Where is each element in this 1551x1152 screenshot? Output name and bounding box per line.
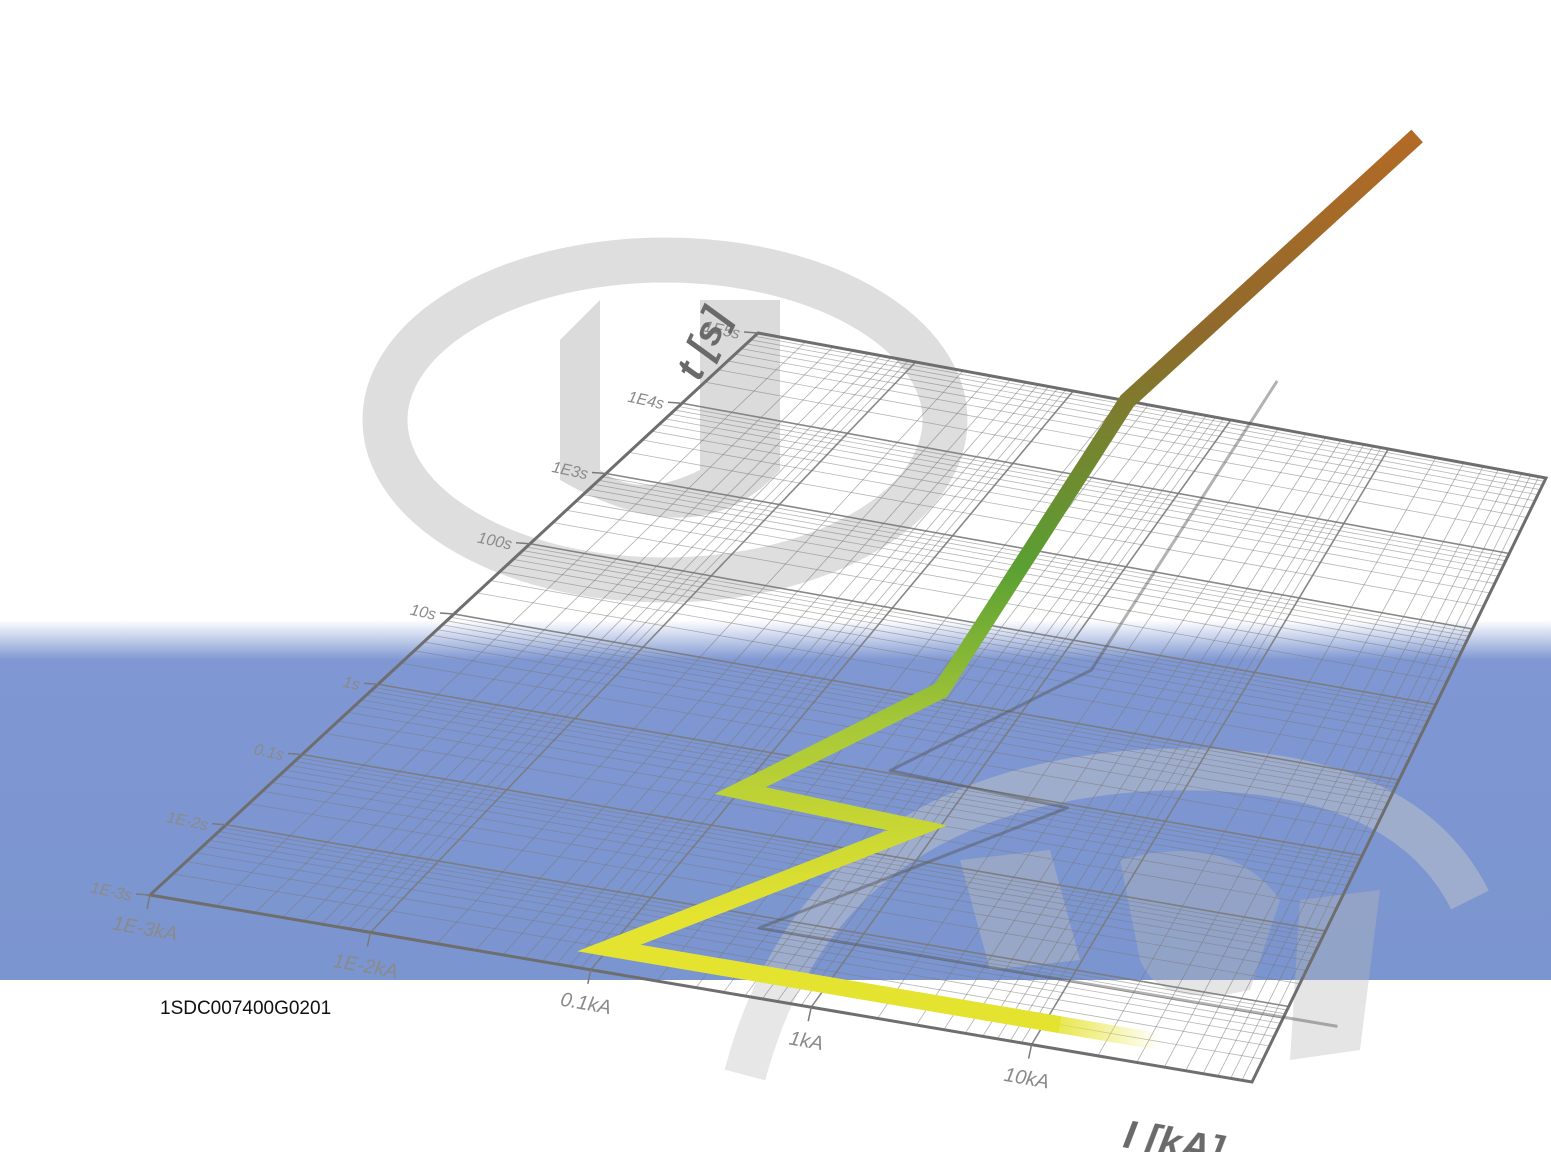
grid-line-horizontal xyxy=(727,360,1532,509)
grid-line-horizontal xyxy=(750,339,1543,486)
x-tick-label: 1E-2kA xyxy=(331,950,399,983)
grid-line-horizontal xyxy=(674,409,1506,562)
grid-line-horizontal xyxy=(347,711,1348,886)
grid-line-horizontal xyxy=(294,760,1323,939)
series-line-fade xyxy=(1058,1016,1189,1055)
x-tick-label: 1E-3kA xyxy=(111,913,179,946)
x-axis-label: I [kA] xyxy=(1120,1113,1228,1152)
x-tick-mark xyxy=(366,932,372,947)
x-tick-label: 0.1kA xyxy=(559,989,613,1020)
chart-frame xyxy=(146,331,1549,1084)
grid-line-horizontal xyxy=(431,634,1389,804)
grid-line-horizontal xyxy=(285,769,1318,949)
x-tick-mark xyxy=(587,969,592,984)
grid-line-horizontal xyxy=(704,381,1521,532)
grid-line-horizontal xyxy=(301,753,1326,932)
y-tick-mark xyxy=(743,331,759,334)
grid-line-horizontal xyxy=(741,348,1538,496)
grid-line-horizontal xyxy=(754,335,1545,482)
grid-line-horizontal xyxy=(324,732,1337,909)
grid-line-horizontal xyxy=(377,683,1363,857)
y-tick-label: 1E4s xyxy=(626,389,665,413)
grid-line-horizontal xyxy=(298,757,1324,935)
grid-line-horizontal xyxy=(361,699,1355,873)
y-tick-mark xyxy=(515,542,531,545)
grid-line-horizontal xyxy=(214,835,1284,1019)
y-tick-mark xyxy=(135,893,151,896)
y-tick-label: 0.1s xyxy=(252,741,285,764)
x-tick-mark xyxy=(807,1007,812,1022)
grid-line-horizontal xyxy=(248,803,1300,985)
y-tick-mark xyxy=(287,752,303,756)
grid-line-horizontal xyxy=(400,662,1374,834)
grid-line-horizontal xyxy=(195,852,1275,1037)
grid-line-horizontal xyxy=(735,353,1536,502)
grid-line-horizontal xyxy=(423,641,1385,811)
grid-line-horizontal xyxy=(225,823,1289,1008)
grid-line-horizontal xyxy=(370,690,1359,864)
grid-line-horizontal xyxy=(279,775,1315,955)
y-tick-label: 1E-2s xyxy=(165,809,209,834)
y-tick-label: 1s xyxy=(341,674,361,694)
grid-line-horizontal xyxy=(670,413,1504,566)
y-tick-label: 1E-3s xyxy=(89,879,133,904)
series-curve xyxy=(577,129,1423,1055)
grid-line-horizontal xyxy=(659,424,1499,577)
series-line xyxy=(577,129,1423,1034)
grid-line-horizontal xyxy=(642,439,1491,594)
grid-line-horizontal xyxy=(718,369,1527,518)
grid-line-horizontal xyxy=(665,418,1502,571)
grid-line-horizontal xyxy=(414,650,1380,820)
grid-line-horizontal xyxy=(366,694,1357,868)
grid-line-horizontal xyxy=(290,764,1320,944)
y-tick-mark xyxy=(211,823,227,826)
grid-line-horizontal xyxy=(203,845,1278,1030)
grid-line-horizontal xyxy=(681,402,1510,555)
y-tick-mark xyxy=(667,401,683,404)
curve-shadow-line xyxy=(757,380,1338,1028)
grid-line-horizontal xyxy=(222,827,1288,1011)
grid-line-horizontal xyxy=(209,839,1281,1024)
grid-line-horizontal xyxy=(651,430,1495,584)
y-tick-mark xyxy=(363,682,379,685)
grid-line-horizontal xyxy=(374,687,1361,860)
grid-line-horizontal xyxy=(355,705,1352,879)
grid-line-horizontal xyxy=(746,343,1541,491)
x-tick-mark xyxy=(1027,1044,1033,1059)
grid-line-horizontal xyxy=(678,406,1508,558)
x-tick-mark xyxy=(146,894,151,910)
grid-line-horizontal xyxy=(186,861,1270,1047)
grid-line-horizontal xyxy=(218,831,1286,1015)
watermark-logo xyxy=(362,237,1489,1081)
y-tick-mark xyxy=(591,471,607,475)
y-tick-mark xyxy=(439,612,455,615)
y-tick-label: 10s xyxy=(409,602,438,624)
x-tick-label: 10kA xyxy=(1002,1064,1051,1094)
x-tick-label: 1kA xyxy=(787,1027,825,1055)
curve-shadow xyxy=(757,380,1338,1028)
figure-code: 1SDC007400G0201 xyxy=(160,998,332,1019)
y-tick-label: 100s xyxy=(476,530,513,554)
grid-line-horizontal xyxy=(628,451,1484,607)
